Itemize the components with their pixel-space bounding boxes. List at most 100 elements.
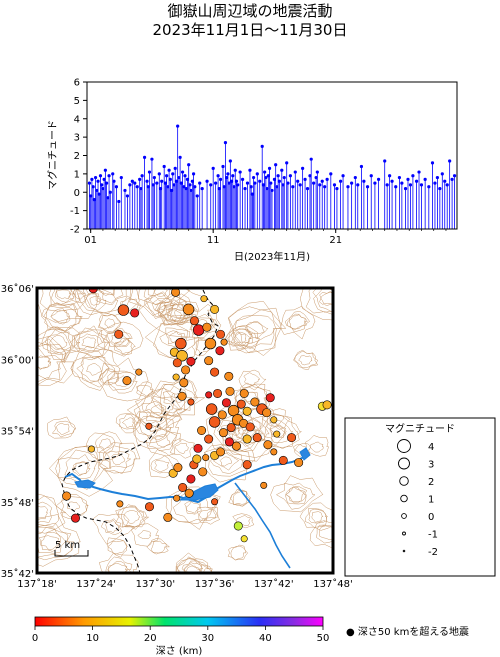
contour-line	[304, 435, 329, 457]
epicenter-marker	[232, 441, 242, 451]
y-tick-label: 0	[74, 188, 80, 199]
epicenter-marker	[193, 443, 203, 453]
x-tick-label: 11	[207, 235, 220, 246]
colorbar-tick-label: 10	[86, 633, 99, 644]
magnitude-point	[92, 198, 96, 202]
epicenter-marker	[210, 367, 220, 377]
magnitude-point	[231, 174, 235, 178]
magnitude-point	[98, 174, 103, 178]
magnitude-point	[303, 177, 307, 181]
contour-line	[228, 306, 282, 354]
contour-line	[304, 508, 329, 528]
magnitude-point	[187, 163, 191, 167]
contour-line	[205, 406, 261, 452]
contour-line	[175, 558, 213, 573]
magnitude-point	[406, 177, 410, 181]
magnitude-point	[179, 181, 183, 185]
contour-line	[69, 327, 111, 360]
contour-line	[107, 372, 137, 391]
epicenters	[62, 288, 332, 543]
magnitude-point	[315, 170, 319, 174]
magnitude-point	[394, 185, 398, 189]
contour-line	[123, 510, 141, 524]
magnitude-point	[140, 174, 144, 178]
contour-line	[150, 540, 167, 554]
magnitude-point	[128, 183, 132, 187]
y-tick-label: 3	[74, 133, 80, 144]
magnitude-point	[227, 181, 231, 185]
contour-line	[107, 540, 128, 555]
contour-line	[72, 462, 91, 477]
magnitude-point	[417, 170, 421, 174]
magnitude-point	[298, 183, 302, 187]
magnitude-point	[233, 168, 237, 172]
magnitude-point	[234, 179, 239, 183]
contour-line	[100, 368, 120, 386]
contour-line	[69, 325, 111, 358]
magnitude-point	[173, 166, 177, 170]
magnitude-point	[312, 181, 316, 185]
magnitude-point	[125, 194, 130, 198]
magnitude-point	[433, 181, 437, 185]
contour-line	[37, 288, 99, 323]
legend-label: -2	[428, 547, 438, 558]
contour-line	[234, 423, 264, 444]
contour-line	[41, 326, 81, 361]
magnitude-point	[359, 164, 364, 169]
magnitude-point	[102, 177, 106, 181]
magnitude-point	[183, 174, 187, 178]
magnitude-point	[111, 172, 115, 176]
magnitude-point	[184, 186, 188, 191]
magnitude-point	[229, 179, 234, 183]
epicenter-marker	[225, 386, 235, 396]
magnitude-point	[450, 177, 454, 181]
magnitude-point	[369, 174, 373, 178]
contour-line	[285, 311, 311, 333]
contour-line	[196, 506, 220, 525]
magnitude-point	[209, 183, 213, 187]
magnitude-point	[243, 186, 247, 191]
magnitude-point	[152, 175, 156, 180]
contour-line	[293, 350, 319, 369]
contour-line	[130, 523, 159, 547]
magnitude-point	[178, 155, 182, 159]
epicenter-marker	[173, 494, 181, 502]
magnitude-point	[139, 186, 143, 191]
contour-line	[111, 332, 129, 345]
contour-line	[86, 431, 123, 461]
contour-line	[37, 338, 71, 387]
contour-line	[230, 545, 247, 561]
magnitude-point	[430, 161, 435, 165]
contour-line	[61, 494, 89, 518]
colorbar-tick-label: 50	[317, 633, 330, 644]
magnitude-point	[130, 179, 134, 183]
contour-line	[37, 343, 64, 381]
epicenter-marker	[278, 455, 288, 465]
contour-line	[163, 385, 193, 410]
magnitude-point	[167, 168, 171, 172]
scale-bar: 5 km	[54, 540, 89, 557]
magnitude-point	[383, 159, 387, 163]
longitude-label: 137˚18'	[17, 578, 57, 590]
contour-line	[50, 310, 71, 324]
epicenter-marker	[287, 433, 297, 443]
x-tick-label: 21	[329, 235, 342, 246]
magnitude-point	[160, 179, 164, 183]
contour-line	[37, 506, 49, 521]
epicenter-marker	[215, 346, 225, 356]
contour-line	[269, 425, 287, 438]
epicenter-marker	[192, 454, 202, 464]
epicenter-marker	[189, 316, 199, 326]
magnitude-point	[95, 188, 99, 193]
epicenter-marker	[245, 422, 255, 432]
magnitude-point	[305, 186, 310, 191]
contour-line	[148, 449, 181, 478]
map-background	[37, 288, 333, 573]
epicenter-marker	[242, 460, 252, 470]
contour-line	[37, 495, 59, 527]
magnitude-point	[188, 183, 192, 187]
epicenter-marker	[263, 440, 273, 450]
magnitude-point	[190, 179, 194, 183]
epicenter-marker	[233, 521, 243, 531]
contour-line	[37, 327, 81, 364]
